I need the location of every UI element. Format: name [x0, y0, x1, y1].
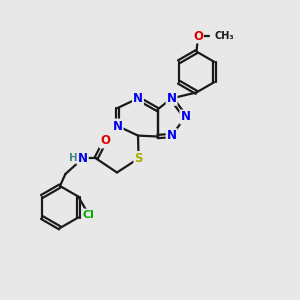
Text: N: N	[133, 92, 143, 105]
Text: N: N	[167, 129, 177, 142]
Text: N: N	[78, 152, 88, 165]
Text: H: H	[69, 153, 78, 163]
Text: O: O	[100, 134, 110, 148]
Text: O: O	[193, 29, 203, 43]
Text: S: S	[134, 152, 143, 165]
Text: Cl: Cl	[82, 209, 94, 220]
Text: N: N	[180, 110, 190, 124]
Text: N: N	[112, 119, 123, 133]
Text: CH₃: CH₃	[214, 31, 234, 41]
Text: N: N	[167, 92, 177, 105]
